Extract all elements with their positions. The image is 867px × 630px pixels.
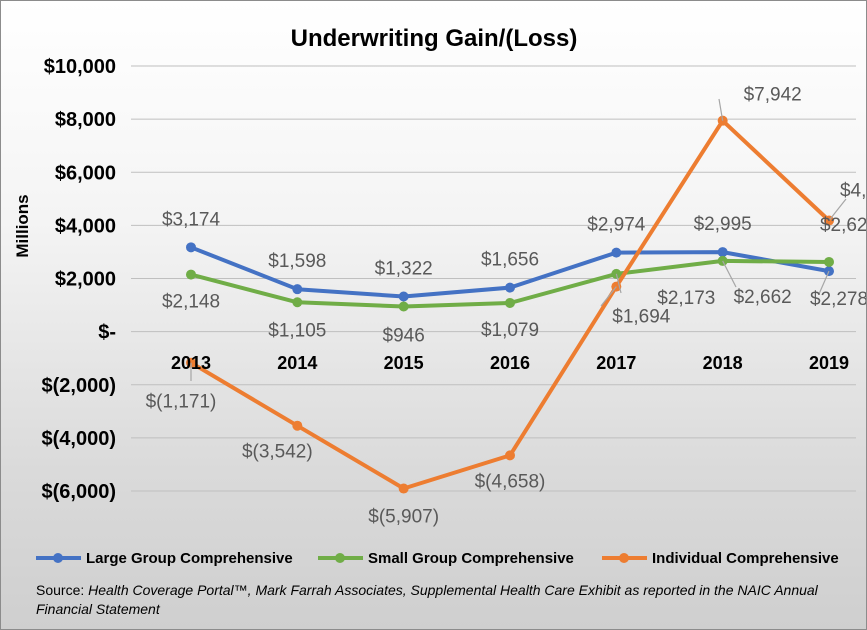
data-point [292, 420, 303, 431]
leader-line [718, 98, 724, 121]
legend-entry: Small Group Comprehensive [368, 550, 574, 567]
data-label: $2,173 [657, 288, 715, 309]
y-tick-label: $4,000 [55, 215, 116, 237]
data-label: $3,174 [162, 209, 221, 230]
legend-entry: Individual Comprehensive [652, 550, 839, 567]
data-point [292, 284, 303, 295]
data-label: $1,322 [375, 259, 433, 280]
data-point [292, 297, 303, 308]
source-text: Health Coverage Portal™, Mark Farrah Ass… [36, 582, 818, 617]
legend-marker [619, 553, 629, 563]
data-label: $1,694 [612, 307, 671, 328]
data-label: $(5,907) [368, 507, 439, 528]
source-prefix: Source: [36, 582, 89, 598]
data-label: $1,105 [268, 320, 326, 341]
legend-marker [53, 553, 63, 563]
leader-line [818, 270, 830, 295]
data-point [398, 301, 409, 312]
data-label: $2,995 [694, 214, 752, 235]
x-tick-label: 2017 [596, 353, 636, 373]
y-tick-label: $(4,000) [42, 428, 117, 450]
y-tick-label: $- [98, 322, 116, 344]
y-tick-label: $6,000 [55, 162, 116, 184]
data-point [824, 256, 834, 267]
data-label: $1,598 [268, 251, 326, 272]
data-label: $7,942 [744, 85, 802, 106]
data-point [717, 247, 728, 258]
data-label: $2,974 [587, 215, 646, 236]
chart-title: Underwriting Gain/(Loss) [291, 25, 578, 52]
data-point [186, 242, 196, 253]
legend-marker [335, 553, 345, 563]
x-tick-label: 2018 [703, 353, 743, 373]
data-label: $1,656 [481, 250, 539, 271]
y-axis-label: Millions [13, 194, 32, 257]
leader-line [600, 286, 617, 307]
y-tick-label: $(2,000) [42, 375, 117, 397]
y-tick-label: $8,000 [55, 109, 116, 131]
data-label: $(3,542) [242, 442, 313, 463]
data-point [398, 483, 409, 494]
x-tick-label: 2019 [809, 353, 849, 373]
data-point [505, 282, 515, 293]
x-tick-label: 2015 [384, 353, 424, 373]
x-tick-label: 2014 [277, 353, 317, 373]
data-point [505, 450, 515, 461]
data-label: $(1,171) [146, 392, 217, 413]
data-label: $1,079 [481, 320, 539, 341]
y-tick-label: $10,000 [44, 56, 116, 78]
y-tick-label: $(6,000) [42, 481, 117, 503]
data-label: $4,182 [840, 181, 866, 202]
leader-line [722, 260, 737, 288]
data-label: $2,623 [820, 215, 866, 236]
y-tick-label: $2,000 [55, 269, 116, 291]
data-point [398, 291, 409, 302]
source-note: Source: Health Coverage Portal™, Mark Fa… [36, 581, 836, 619]
data-point [505, 297, 515, 308]
data-point [611, 247, 622, 258]
leader-line [615, 273, 622, 294]
leader-line [828, 198, 847, 221]
data-label: $2,662 [734, 287, 792, 308]
data-label: $2,278 [810, 289, 866, 310]
data-label: $(4,658) [475, 471, 546, 492]
legend-entry: Large Group Comprehensive [86, 550, 293, 567]
data-label: $946 [383, 325, 425, 346]
data-label: $2,148 [162, 292, 220, 313]
x-tick-label: 2016 [490, 353, 530, 373]
data-point [186, 269, 196, 280]
